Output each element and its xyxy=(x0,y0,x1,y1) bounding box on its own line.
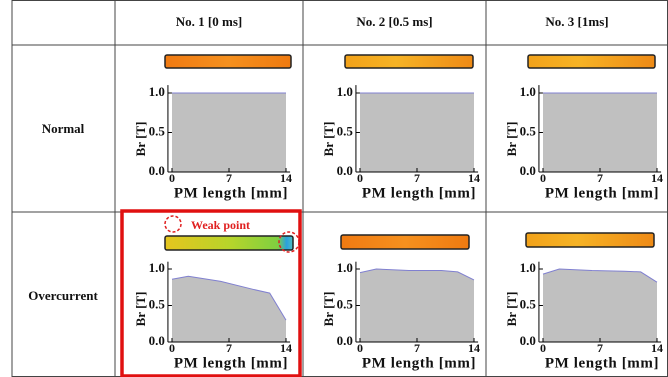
x-tick-label: 14 xyxy=(468,171,480,185)
y-tick-label: 0.0 xyxy=(337,163,353,178)
x-tick-label: 0 xyxy=(357,171,363,185)
column-header: No. 1 [0 ms] xyxy=(176,14,242,29)
x-axis-label: PM length [mm] xyxy=(362,185,476,201)
area-fill xyxy=(360,269,474,342)
magnet-strip xyxy=(345,55,473,68)
y-tick-label: 1.0 xyxy=(149,84,165,99)
area-fill xyxy=(172,276,286,342)
y-axis-label: Br [T] xyxy=(321,122,336,157)
y-axis-label: Br [T] xyxy=(133,122,148,157)
figure-table: No. 1 [0 ms] No. 2 [0.5 ms] No. 3 [1ms] Nor… xyxy=(0,0,668,377)
row-header: Overcurrent xyxy=(28,288,98,303)
y-tick-label: 0.0 xyxy=(337,333,353,348)
y-tick-label: 1.0 xyxy=(520,260,536,275)
x-tick-label: 7 xyxy=(597,341,603,355)
x-tick-label: 14 xyxy=(651,341,663,355)
y-tick-label: 1.0 xyxy=(520,84,536,99)
y-axis-label: Br [T] xyxy=(504,122,519,157)
y-tick-label: 0.5 xyxy=(149,123,166,138)
y-tick-label: 0.0 xyxy=(520,333,536,348)
x-tick-label: 7 xyxy=(414,341,420,355)
magnet-strip xyxy=(526,233,654,247)
y-tick-label: 0.0 xyxy=(149,163,165,178)
x-tick-label: 0 xyxy=(540,171,546,185)
y-tick-label: 0.5 xyxy=(520,296,537,311)
x-tick-label: 14 xyxy=(280,171,292,185)
row-header: Normal xyxy=(42,121,85,136)
y-axis-label: Br [T] xyxy=(321,292,336,327)
area-fill xyxy=(172,93,286,172)
x-tick-label: 7 xyxy=(226,171,232,185)
magnet-strip xyxy=(341,235,469,249)
area-fill xyxy=(543,269,657,342)
x-tick-label: 14 xyxy=(468,341,480,355)
y-tick-label: 1.0 xyxy=(149,260,165,275)
area-fill xyxy=(543,93,657,172)
magnet-strip xyxy=(165,55,291,68)
y-tick-label: 0.5 xyxy=(337,296,354,311)
y-tick-label: 0.0 xyxy=(520,163,536,178)
column-header: No. 3 [1ms] xyxy=(545,14,608,29)
y-tick-label: 0.5 xyxy=(337,123,354,138)
x-tick-label: 0 xyxy=(169,341,175,355)
x-tick-label: 0 xyxy=(169,171,175,185)
weak-point-marker xyxy=(165,216,181,232)
x-axis-label: PM length [mm] xyxy=(545,185,659,201)
x-tick-label: 0 xyxy=(357,341,363,355)
annotation: Weak point xyxy=(191,218,250,232)
y-tick-label: 0.5 xyxy=(520,123,537,138)
y-tick-label: 0.0 xyxy=(149,333,165,348)
x-tick-label: 14 xyxy=(280,341,292,355)
area-fill xyxy=(360,93,474,172)
column-header: No. 2 [0.5 ms] xyxy=(356,14,432,29)
y-tick-label: 1.0 xyxy=(337,84,353,99)
y-axis-label: Br [T] xyxy=(133,292,148,327)
x-tick-label: 7 xyxy=(226,341,232,355)
x-axis-label: PM length [mm] xyxy=(545,355,659,371)
magnet-strip xyxy=(528,55,655,68)
x-tick-label: 7 xyxy=(414,171,420,185)
x-tick-label: 7 xyxy=(597,171,603,185)
x-axis-label: PM length [mm] xyxy=(174,355,288,371)
magnet-strip xyxy=(165,236,293,250)
x-axis-label: PM length [mm] xyxy=(174,185,288,201)
y-axis-label: Br [T] xyxy=(504,292,519,327)
y-tick-label: 0.5 xyxy=(149,296,166,311)
x-tick-label: 14 xyxy=(651,171,663,185)
x-tick-label: 0 xyxy=(540,341,546,355)
x-axis-label: PM length [mm] xyxy=(362,355,476,371)
y-tick-label: 1.0 xyxy=(337,260,353,275)
